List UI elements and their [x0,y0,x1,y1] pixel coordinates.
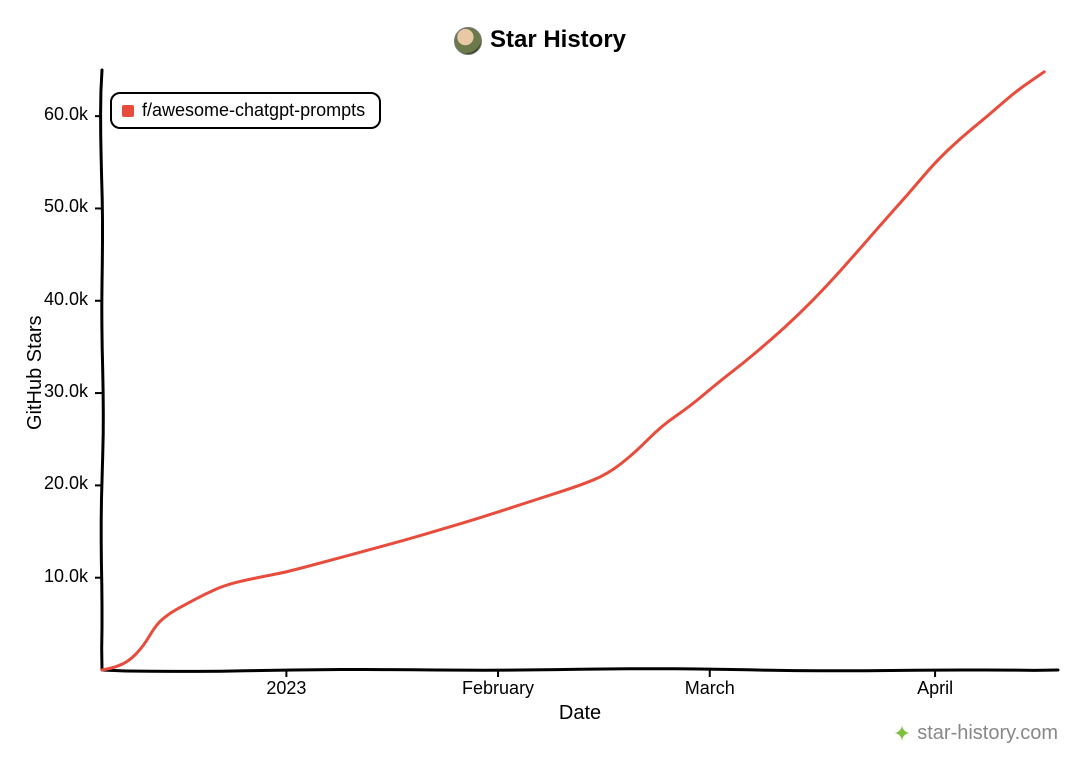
watermark: ✦ star-history.com [893,721,1058,747]
x-tick-label: April [875,678,995,699]
watermark-text: star-history.com [917,722,1058,744]
y-tick-label: 20.0k [0,473,88,494]
star-history-chart: Star History GitHub Stars Date f/awesome… [0,0,1080,761]
legend-label: f/awesome-chatgpt-prompts [142,100,365,120]
y-tick-label: 30.0k [0,381,88,402]
y-tick-label: 50.0k [0,196,88,217]
series-line [102,72,1044,670]
x-tick-label: March [650,678,770,699]
y-tick-label: 10.0k [0,566,88,587]
x-tick-label: February [438,678,558,699]
y-tick-label: 60.0k [0,104,88,125]
legend-swatch [122,105,134,117]
star-icon: ✦ [893,721,911,747]
x-tick-label: 2023 [226,678,346,699]
y-tick-label: 40.0k [0,289,88,310]
y-axis-label: GitHub Stars [24,316,47,430]
legend-box: f/awesome-chatgpt-prompts [110,92,381,129]
